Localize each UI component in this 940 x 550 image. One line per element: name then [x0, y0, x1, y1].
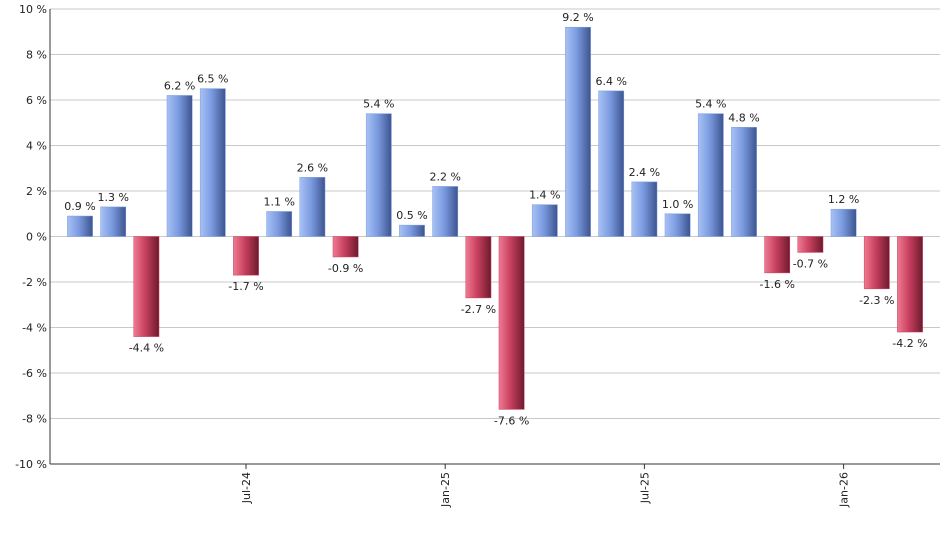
y-tick-label: 10 % — [19, 3, 47, 16]
value-label: 1.0 % — [662, 198, 693, 211]
value-label: 2.6 % — [297, 161, 328, 174]
bar — [399, 224, 425, 237]
value-label: -0.9 % — [328, 262, 363, 275]
value-label: -2.7 % — [461, 303, 496, 316]
value-label: 9.2 % — [562, 11, 593, 24]
value-label: 2.4 % — [629, 166, 660, 179]
value-label: 5.4 % — [363, 98, 394, 111]
bar — [631, 181, 658, 237]
value-label: 0.9 % — [64, 200, 95, 213]
bar — [299, 177, 326, 237]
bar — [199, 88, 226, 237]
x-tick-label: Jul-25 — [638, 472, 651, 504]
bar — [100, 206, 127, 237]
y-tick-label: 4 % — [26, 140, 47, 153]
value-label: -4.4 % — [129, 342, 164, 355]
bar — [664, 213, 691, 237]
bar — [233, 236, 259, 276]
y-tick-label: -2 % — [22, 276, 47, 289]
value-label: 1.2 % — [828, 193, 859, 206]
value-label: 1.1 % — [263, 195, 294, 208]
value-label: 4.8 % — [728, 111, 759, 124]
bar — [432, 186, 459, 237]
y-tick-label: -10 % — [15, 458, 47, 471]
value-label: 6.2 % — [164, 79, 195, 92]
value-label: 5.4 % — [695, 98, 726, 111]
value-label: 1.3 % — [97, 191, 128, 204]
y-tick-label: 2 % — [26, 185, 47, 198]
bar — [498, 236, 525, 410]
value-label: 1.4 % — [529, 189, 560, 202]
bar — [797, 236, 824, 253]
bar — [133, 236, 160, 337]
value-label: -1.6 % — [759, 278, 794, 291]
value-label: -2.3 % — [859, 294, 894, 307]
bar — [731, 127, 757, 237]
bar — [565, 26, 591, 237]
bar — [465, 236, 492, 299]
value-label: 2.2 % — [429, 170, 460, 183]
y-tick-label: 8 % — [26, 49, 47, 62]
y-tick-label: -8 % — [22, 413, 47, 426]
value-label: -4.2 % — [892, 337, 927, 350]
bar — [365, 113, 392, 237]
x-tick-label: Jul-24 — [240, 472, 253, 504]
bar — [830, 208, 857, 237]
value-label: -0.7 % — [793, 257, 828, 270]
y-tick-label: 0 % — [26, 231, 47, 244]
y-tick-label: -6 % — [22, 367, 47, 380]
bar — [531, 204, 558, 237]
value-label: 6.5 % — [197, 73, 228, 86]
bar — [697, 113, 724, 237]
bar — [332, 236, 359, 258]
value-label: -1.7 % — [228, 280, 263, 293]
y-tick-label: -4 % — [22, 322, 47, 335]
bar — [764, 236, 791, 274]
bar — [166, 95, 193, 237]
bar — [266, 211, 293, 237]
bar — [67, 215, 93, 237]
value-label: 6.4 % — [595, 75, 626, 88]
x-tick-label: Jan-26 — [838, 472, 851, 508]
value-label: -7.6 % — [494, 414, 529, 427]
x-tick-label: Jan-25 — [439, 472, 452, 508]
bar — [598, 90, 625, 237]
bar — [897, 236, 923, 333]
bar — [863, 236, 890, 290]
y-tick-label: 6 % — [26, 94, 47, 107]
value-label: 0.5 % — [396, 209, 427, 222]
